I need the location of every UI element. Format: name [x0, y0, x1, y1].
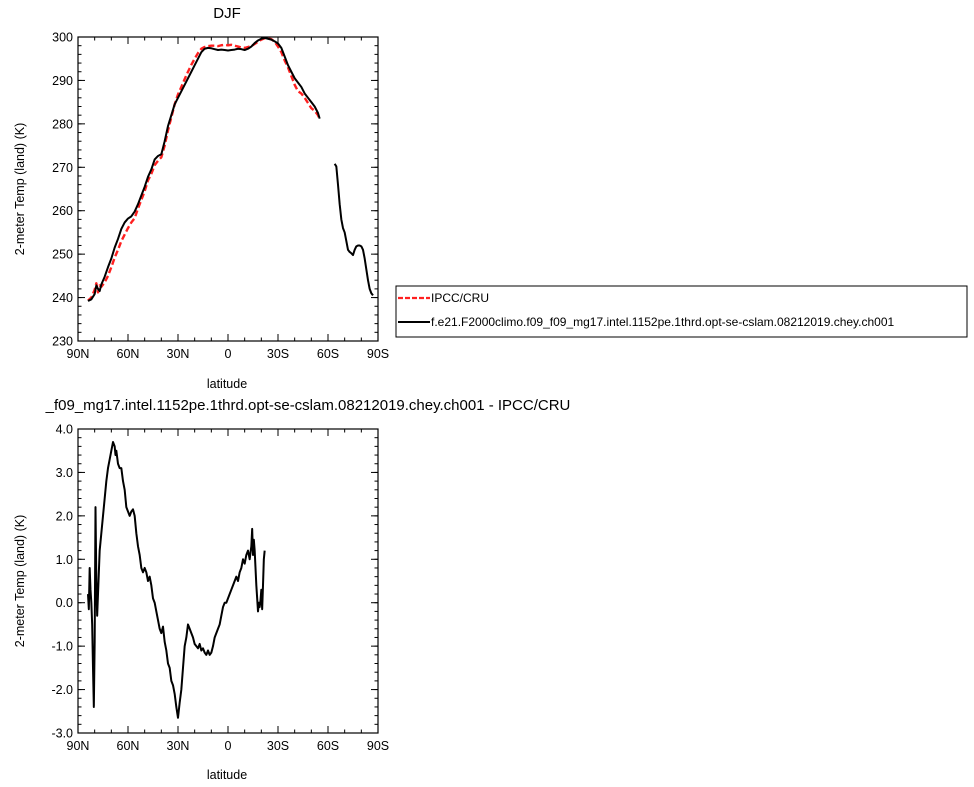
- legend-box: [395, 285, 968, 338]
- x-tick-label: 60S: [317, 739, 339, 753]
- bottom-panel: _f09_mg17.intel.1152pe.1thrd.opt-se-csla…: [13, 397, 570, 782]
- x-axis-label: latitude: [207, 377, 247, 391]
- y-tick-label: 280: [52, 117, 73, 131]
- chart-title: DJF: [213, 5, 241, 22]
- x-tick-label: 30N: [167, 347, 190, 361]
- plot-area: 90N 60N 30N 0 30S 60S 90S -3.0 -2.0 -1.0 0.0 1.0 2.0…: [51, 423, 389, 754]
- y-tick-label: -3.0: [51, 727, 73, 741]
- x-axis-label: latitude: [207, 768, 247, 782]
- x-tick-label: 90S: [367, 347, 389, 361]
- x-tick-label: 30N: [167, 739, 190, 753]
- legend-label-ipcc: IPCC/CRU: [431, 291, 489, 305]
- series-line-1: [333, 163, 374, 297]
- y-tick-label: 250: [52, 248, 73, 262]
- y-tick-label: 300: [52, 31, 73, 45]
- x-tick-label: 90N: [67, 739, 90, 753]
- y-tick-label: 2.0: [56, 509, 73, 523]
- y-tick-label: -1.0: [51, 640, 73, 654]
- x-tick-label: 30S: [267, 347, 289, 361]
- x-tick-label: 90N: [67, 347, 90, 361]
- series-line-0: [87, 37, 321, 302]
- y-tick-label: 230: [52, 335, 73, 349]
- chart-title: _f09_mg17.intel.1152pe.1thrd.opt-se-csla…: [45, 397, 571, 414]
- y-tick-label: 3.0: [56, 466, 73, 480]
- top-panel: DJF latitude 2-meter Temp (land) (K) 90N…: [13, 5, 968, 391]
- y-tick-label: 240: [52, 291, 73, 305]
- y-tick-label: 0.0: [56, 596, 73, 610]
- y-tick-label: -2.0: [51, 683, 73, 697]
- x-tick-label: 0: [225, 347, 232, 361]
- legend-label-model: f.e21.F2000climo.f09_f09_mg17.intel.1152…: [431, 315, 895, 329]
- y-tick-label: 290: [52, 74, 73, 88]
- x-tick-label: 60S: [317, 347, 339, 361]
- legend: IPCC/CRU f.e21.F2000climo.f09_f09_mg17.i…: [395, 285, 968, 338]
- series-line-1: [87, 36, 321, 302]
- x-tick-label: 60N: [117, 739, 140, 753]
- y-tick-label: 4.0: [56, 423, 73, 437]
- x-tick-label: 90S: [367, 739, 389, 753]
- y-axis-label: 2-meter Temp (land) (K): [13, 123, 27, 255]
- y-tick-label: 1.0: [56, 553, 73, 567]
- y-tick-label: 270: [52, 161, 73, 175]
- plot-frame: [77, 36, 379, 342]
- y-axis-label: 2-meter Temp (land) (K): [13, 515, 27, 647]
- x-tick-label: 0: [225, 739, 232, 753]
- plot-frame: [77, 428, 379, 734]
- series-line-0: [87, 441, 266, 719]
- y-tick-label: 260: [52, 204, 73, 218]
- x-tick-label: 60N: [117, 347, 140, 361]
- x-tick-label: 30S: [267, 739, 289, 753]
- plot-area: 90N 60N 30N 0 30S 60S 90S 230 240 250 260 270 280 290…: [52, 31, 389, 362]
